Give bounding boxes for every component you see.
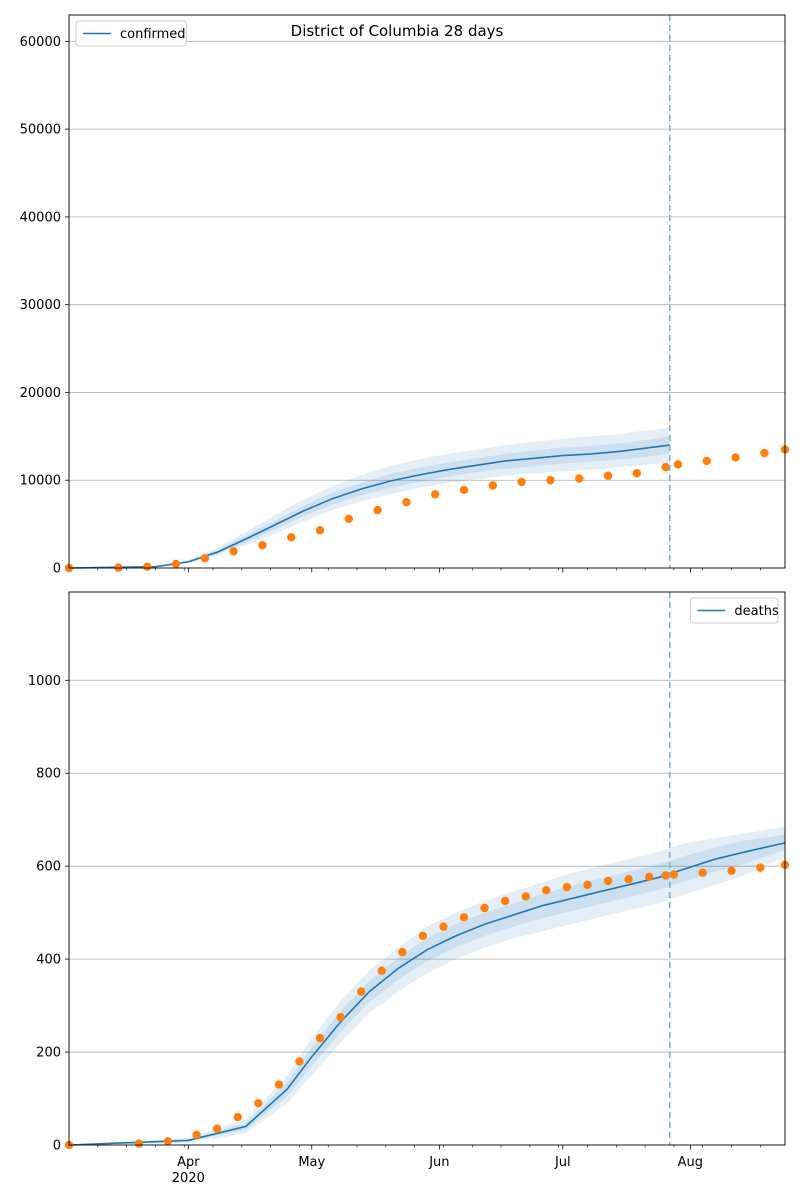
legend-box: [689, 597, 779, 624]
model-line: [68, 444, 670, 569]
observed-point: [669, 870, 679, 879]
observed-point: [521, 892, 530, 901]
observed-point: [439, 922, 448, 931]
deaths-panel: 0 200 400 600 800 1000 Apr May Jun Jul Aug 2020 deat…: [28, 591, 790, 1186]
legend-label: deaths: [734, 604, 779, 619]
x-year-label: 2020: [172, 1171, 205, 1186]
observed-point: [488, 481, 497, 490]
observed-point: [192, 1130, 201, 1140]
observed-point: [756, 863, 765, 872]
observed-point: [661, 871, 670, 880]
x-tick-label: May: [298, 1155, 325, 1170]
axes-frame: [68, 591, 786, 1146]
observed-point: [542, 886, 551, 895]
observed-point: [402, 498, 411, 507]
y-tick-label: 200: [36, 1046, 61, 1061]
observed-point: [645, 872, 654, 882]
confidence-band: [69, 427, 670, 568]
observed-point: [517, 477, 526, 487]
confidence-band: [69, 834, 785, 1145]
confirmed-panel: 0 10000 20000 30000 40000 50000 60000 confirmed…: [20, 14, 790, 577]
observed-point: [233, 1112, 242, 1122]
observed-point: [760, 448, 769, 458]
x-tick-label: Jul: [554, 1155, 571, 1170]
observed-point: [501, 896, 510, 906]
observed-point: [212, 1124, 222, 1133]
observed-point: [315, 1033, 325, 1043]
observed-point: [661, 462, 670, 472]
y-tick-label: 600: [36, 860, 61, 875]
observed-point: [258, 541, 267, 550]
y-tick-label: 0: [53, 1139, 61, 1154]
observed-point: [274, 1080, 284, 1089]
observed-point: [357, 987, 366, 996]
x-tick-label: Apr: [177, 1155, 200, 1170]
observed-point: [229, 547, 238, 556]
y-tick-label: 0: [53, 562, 61, 577]
observed-point: [575, 474, 584, 483]
y-tick-label: 50000: [20, 123, 61, 138]
observed-point: [480, 903, 489, 913]
axes-frame: [68, 14, 786, 569]
observed-point: [632, 469, 642, 478]
confidence-band: [69, 436, 670, 568]
observed-point: [431, 490, 440, 499]
observed-point: [200, 554, 209, 563]
y-tick-label: 60000: [20, 35, 61, 50]
observed-point: [459, 485, 469, 495]
observed-point: [731, 453, 740, 462]
observed-point: [344, 514, 353, 523]
observed-point: [673, 460, 683, 469]
y-tick-label: 40000: [20, 210, 61, 225]
observed-point: [171, 559, 181, 569]
y-tick-label: 30000: [20, 298, 61, 313]
observed-point: [336, 1013, 345, 1022]
observed-point: [562, 882, 572, 892]
observed-point: [315, 526, 325, 535]
observed-point: [624, 875, 633, 884]
observed-point: [698, 868, 707, 877]
observed-point: [702, 456, 711, 466]
observed-point: [373, 505, 382, 515]
legend-label: confirmed: [120, 27, 186, 42]
observed-point: [134, 1139, 144, 1148]
observed-point: [603, 876, 613, 886]
observed-point: [546, 476, 555, 485]
y-tick-label: 400: [36, 953, 61, 968]
y-tick-label: 1000: [28, 674, 61, 689]
x-tick-label: Jun: [428, 1155, 449, 1170]
observed-point: [459, 913, 469, 922]
observed-point: [727, 866, 736, 875]
observed-point: [254, 1099, 263, 1108]
y-tick-label: 800: [36, 767, 61, 782]
confidence-band: [69, 826, 785, 1145]
observed-point: [377, 966, 386, 975]
legend-box: [75, 20, 187, 47]
observed-point: [143, 562, 152, 571]
y-tick-label: 20000: [20, 386, 61, 401]
chart-title: District of Columbia 28 days: [291, 22, 504, 40]
observed-point: [163, 1137, 172, 1146]
observed-point: [603, 471, 613, 480]
observed-point: [295, 1057, 304, 1066]
observed-point: [583, 880, 592, 889]
observed-point: [418, 931, 428, 941]
y-tick-label: 10000: [20, 474, 61, 489]
x-tick-label: Aug: [678, 1155, 703, 1170]
observed-point: [398, 947, 407, 957]
observed-point: [287, 533, 296, 542]
